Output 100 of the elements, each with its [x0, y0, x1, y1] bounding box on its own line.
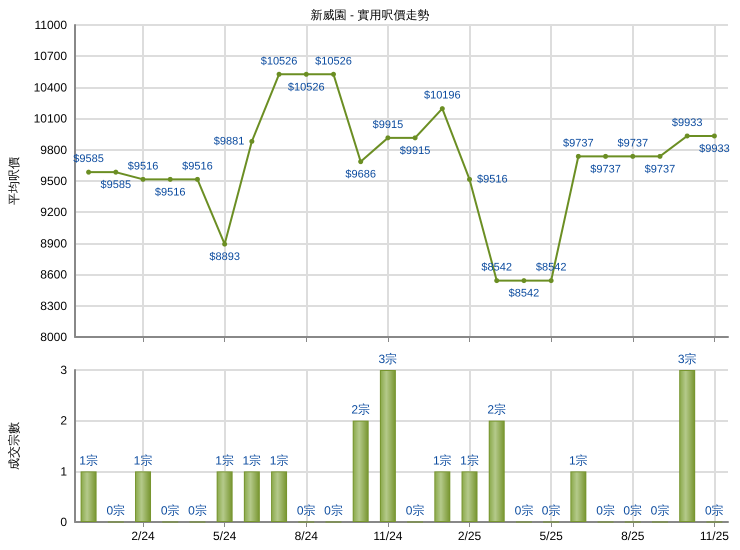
data-label: $9516 — [128, 160, 158, 172]
y-tick-label: 8300 — [40, 298, 68, 313]
bar — [216, 471, 233, 522]
y-axis-title: 平均呎價 — [7, 157, 21, 205]
x-tick-label: 5/25 — [539, 529, 564, 543]
data-label: $9933 — [672, 116, 702, 129]
data-label: $9915 — [372, 118, 404, 131]
data-label: 1宗 — [569, 453, 588, 468]
data-label: 0宗 — [160, 504, 180, 518]
x-tick-label: 11/24 — [373, 529, 403, 543]
data-label: 0宗 — [542, 504, 560, 518]
data-label: $10526 — [315, 55, 352, 68]
data-label: $10196 — [424, 90, 461, 102]
point — [521, 278, 526, 284]
point — [168, 176, 173, 182]
data-label: $9585 — [100, 179, 132, 192]
data-label: 0宗 — [188, 504, 207, 518]
bar — [462, 471, 478, 522]
point — [576, 154, 581, 159]
x-tick-label: 8/25 — [621, 529, 645, 543]
data-label: 1宗 — [215, 453, 234, 468]
y-tick-label: 10400 — [34, 80, 68, 94]
data-label: 1宗 — [242, 453, 262, 468]
y-tick-label: 9500 — [40, 174, 68, 188]
point — [358, 159, 364, 164]
point — [330, 72, 336, 77]
data-label: 1宗 — [432, 453, 452, 468]
data-label: 1宗 — [79, 453, 98, 468]
point — [630, 154, 636, 159]
data-label: 0宗 — [324, 504, 343, 518]
bar — [679, 370, 696, 522]
data-label: 2宗 — [351, 402, 370, 417]
x-tick-label: 5/24 — [212, 529, 237, 543]
data-label: $8542 — [508, 288, 540, 300]
chart-title: 新威園 - 實用呎價走勢 — [310, 8, 430, 22]
data-label: $9516 — [154, 186, 186, 198]
bar — [352, 420, 369, 522]
data-label: $10526 — [260, 55, 298, 68]
point — [249, 138, 254, 144]
point — [467, 176, 472, 182]
bar — [135, 471, 152, 522]
data-label: $9686 — [345, 168, 376, 181]
data-label: 0宗 — [596, 504, 615, 518]
bar — [434, 471, 450, 522]
bar — [380, 370, 396, 522]
point — [304, 72, 309, 77]
point — [194, 176, 200, 182]
data-label: 0宗 — [296, 504, 316, 518]
y-tick-label: 1 — [60, 464, 68, 478]
point — [494, 278, 500, 284]
x-tick-label: 2/25 — [458, 529, 482, 543]
bar — [570, 471, 586, 522]
point — [603, 154, 608, 159]
y-tick-label: 8900 — [40, 236, 68, 250]
data-label: 3宗 — [678, 352, 697, 366]
data-label: $9585 — [73, 153, 104, 166]
data-label: $9881 — [214, 135, 244, 148]
data-label: $9915 — [400, 144, 430, 157]
point — [548, 278, 554, 284]
bar — [488, 420, 505, 522]
data-label: $9516 — [477, 173, 508, 186]
y-tick-label: 3 — [60, 363, 68, 377]
x-tick-label: 8/24 — [294, 529, 318, 543]
x-tick-label: 11/25 — [700, 529, 730, 543]
data-label: 1宗 — [460, 453, 479, 468]
point — [684, 133, 690, 138]
y-tick-label: 10700 — [34, 49, 68, 64]
data-label: 0宗 — [623, 504, 642, 518]
point — [657, 154, 662, 159]
data-label: $8893 — [209, 251, 240, 264]
data-label: $9737 — [617, 137, 648, 150]
y-tick-label: 9200 — [40, 205, 68, 220]
data-label: 2宗 — [487, 402, 506, 417]
point — [222, 242, 228, 247]
y-tick-label: 11000 — [34, 18, 68, 32]
y-tick-label: 8600 — [40, 268, 68, 282]
y-tick-label: 8000 — [40, 330, 68, 344]
data-label: $9737 — [563, 137, 594, 150]
point — [113, 170, 118, 175]
y-tick-label: 0 — [60, 515, 68, 529]
bar — [80, 471, 97, 522]
point — [86, 170, 92, 175]
point — [140, 176, 146, 182]
point — [385, 135, 390, 140]
data-label: 0宗 — [514, 504, 534, 518]
data-label: $9737 — [590, 163, 621, 176]
data-label: $9737 — [644, 163, 676, 176]
y-tick-label: 10100 — [34, 112, 68, 126]
bar — [271, 471, 288, 522]
data-label: 0宗 — [705, 504, 724, 518]
point — [412, 135, 418, 140]
bar — [244, 471, 260, 522]
x-tick-label: 2/24 — [131, 529, 156, 543]
point — [712, 133, 717, 138]
data-label: 0宗 — [650, 504, 670, 518]
data-label: 3宗 — [378, 352, 398, 366]
y-tick-label: 9800 — [40, 142, 68, 157]
data-label: 0宗 — [406, 504, 424, 518]
point — [440, 106, 445, 112]
data-label: 1宗 — [270, 453, 288, 468]
